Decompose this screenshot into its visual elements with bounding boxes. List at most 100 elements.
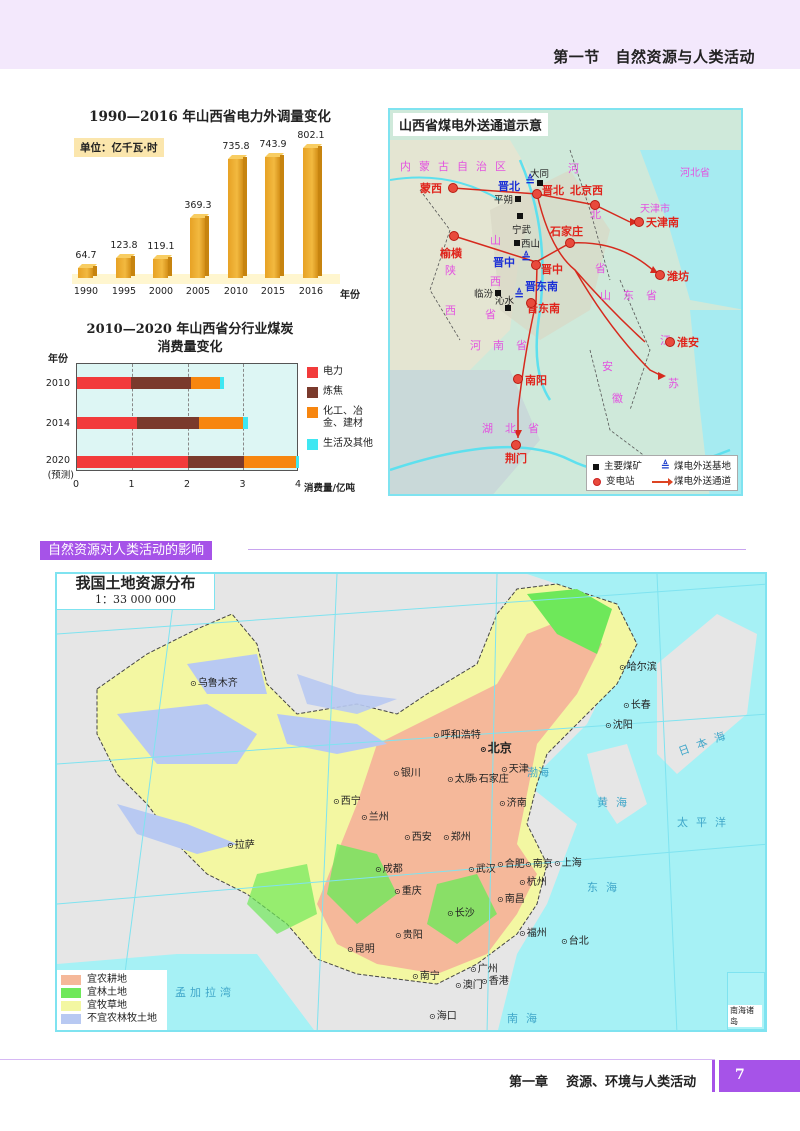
region-label: 河南省 xyxy=(470,339,539,352)
bar-segment xyxy=(191,377,221,389)
bar-value-label: 119.1 xyxy=(147,240,175,252)
bar-segment xyxy=(136,417,200,429)
x-axis-unit: 年份 xyxy=(340,290,360,301)
substation-icon xyxy=(526,298,536,308)
coal-consumption-plot xyxy=(76,363,299,471)
x-tick-label: 4 xyxy=(294,479,302,490)
substation-icon xyxy=(590,200,600,210)
inset-label: 南海诸岛 xyxy=(728,1005,762,1027)
legend-item: 化工、冶金、建材 xyxy=(307,406,382,430)
unit-label: 单位：亿千瓦·时 xyxy=(74,138,164,157)
region-label: 省 xyxy=(595,262,606,275)
substation-icon xyxy=(513,374,523,384)
city-label: 重庆 xyxy=(394,882,422,897)
station-label: 蒙西 xyxy=(420,182,442,195)
mine-label: 宁武 xyxy=(512,225,532,236)
legend-item: 宜农耕地 xyxy=(61,973,163,986)
mine-label: 沁水 xyxy=(495,296,515,307)
bar xyxy=(265,155,284,278)
legend-channel-label: 煤电外送通道 xyxy=(673,476,731,487)
legend-label: 炼焦 xyxy=(323,386,343,397)
china-land-resources-map: 我国土地资源分布 1：33 000 000 乌鲁木齐 哈尔滨 长春 沈阳 呼和浩… xyxy=(55,572,767,1032)
station-label: 南阳 xyxy=(525,374,547,387)
power-base-icon: ≜ xyxy=(514,288,525,302)
city-label: 石家庄 xyxy=(471,770,509,785)
city-label: 济南 xyxy=(499,794,527,809)
title-line-1: 2010—2020 年山西省分行业煤炭 xyxy=(86,322,294,337)
station-label: 荆门 xyxy=(505,452,527,465)
stacked-bar-row xyxy=(77,377,225,389)
bar xyxy=(153,256,172,278)
stacked-bar-row xyxy=(77,456,299,468)
power-base-icon: ≜ xyxy=(521,251,532,265)
substation-icon xyxy=(665,337,675,347)
region-label: 徽 xyxy=(612,392,623,405)
legend-label: 宜农耕地 xyxy=(87,974,127,985)
coal-consumption-chart-title: 2010—2020 年山西省分行业煤炭 消费量变化 xyxy=(80,321,300,357)
coal-mine-icon xyxy=(537,180,543,186)
bar-segment xyxy=(77,377,131,389)
city-label: 武汉 xyxy=(468,860,496,875)
mine-label: 平朔 xyxy=(494,195,514,206)
city-label: 呼和浩特 xyxy=(433,726,481,741)
bar-value-label: 743.9 xyxy=(259,139,287,151)
bar-segment xyxy=(77,417,137,429)
legend-base-label: 煤电外送基地 xyxy=(673,461,731,472)
substation-icon xyxy=(655,270,665,280)
sea-label: 渤海 xyxy=(527,766,549,779)
footer-line xyxy=(0,1059,715,1060)
sea-label: 南海 xyxy=(507,1012,545,1025)
region-label: 内蒙古自治区 xyxy=(400,160,514,173)
bar-segment xyxy=(220,377,225,389)
region-label: 河 xyxy=(568,162,579,175)
x-tick-label: 3 xyxy=(239,479,246,490)
legend-swatch xyxy=(307,387,318,398)
station-label: 淮安 xyxy=(677,336,699,349)
legend-item: 生活及其他 xyxy=(307,438,382,450)
map-background xyxy=(390,110,741,494)
coal-mine-icon xyxy=(515,196,521,202)
y-tick-label: 2014 xyxy=(45,418,70,429)
station-label: 晋北 xyxy=(542,184,564,197)
y-axis-label: 年份 xyxy=(48,354,68,365)
footer-divider xyxy=(712,1060,715,1092)
city-label: 郑州 xyxy=(443,828,471,843)
city-label: 上海 xyxy=(554,854,582,869)
electricity-export-bar-chart: 1990—2016 年山西省电力外调量变化 单位：亿千瓦·时 64.7 1990 1… xyxy=(60,105,360,301)
region-label: 省 xyxy=(485,308,496,321)
coal-mine-icon xyxy=(505,305,511,311)
bar-value-label: 123.8 xyxy=(110,239,138,251)
x-tick-label: 1995 xyxy=(111,286,137,297)
section-title: 自然资源与人类活动 xyxy=(615,48,755,66)
region-label: 陕 xyxy=(445,264,456,277)
city-label: 太原 xyxy=(447,770,475,785)
section-divider xyxy=(248,549,746,550)
legend-label: 电力 xyxy=(323,366,343,377)
x-tick-label: 2 xyxy=(183,479,191,490)
page-header-title: 第一节 自然资源与人类活动 xyxy=(553,46,755,67)
x-tick-label: 2000 xyxy=(148,286,174,297)
station-label: 天津南 xyxy=(646,216,679,229)
station-label: 晋中 xyxy=(541,263,563,276)
city-label: 海口 xyxy=(429,1007,457,1022)
city-label: 长春 xyxy=(623,696,651,711)
substation-icon xyxy=(511,440,521,450)
footer-chapter: 第一章 资源、环境与人类活动 xyxy=(509,1071,696,1090)
bar xyxy=(228,156,247,278)
x-tick-label: 1 xyxy=(128,479,135,490)
city-label: 南昌 xyxy=(497,890,525,905)
city-label: 澳门 xyxy=(455,976,483,991)
legend-label: 宜林土地 xyxy=(87,987,127,998)
power-base-icon: ≜ xyxy=(525,174,536,188)
x-axis-unit: 消费量/亿吨 xyxy=(304,483,355,494)
map-background xyxy=(57,574,765,1030)
region-label: 河北省 xyxy=(680,168,710,179)
city-label: 西宁 xyxy=(333,792,361,807)
bar-value-label: 802.1 xyxy=(297,130,325,141)
bar xyxy=(116,255,135,278)
chart-title: 1990—2016 年山西省电力外调量变化 xyxy=(89,109,331,125)
mine-label: 大同 xyxy=(530,169,550,180)
base-label: 晋东南 xyxy=(525,280,558,293)
city-label: 成都 xyxy=(375,860,403,875)
bar-segment xyxy=(243,417,248,429)
